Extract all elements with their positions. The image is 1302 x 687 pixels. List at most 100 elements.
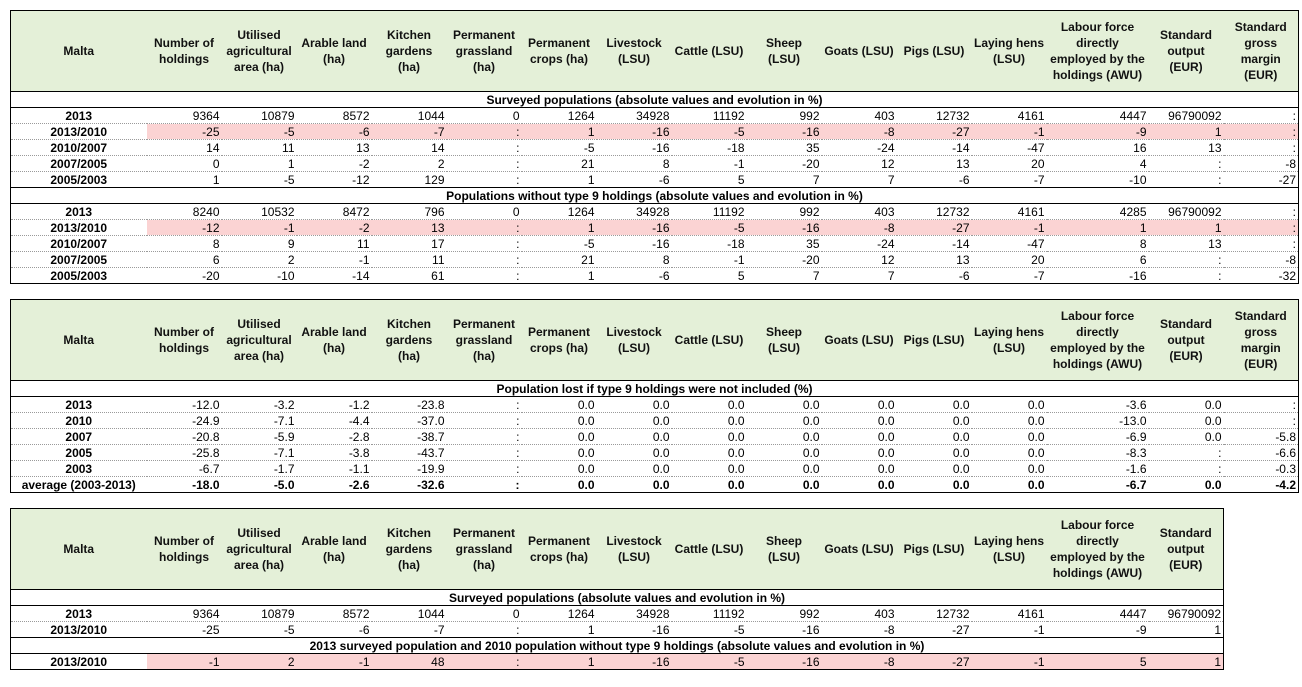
cell-arable-land: -2: [296, 155, 372, 172]
row-label: 2013/2010: [10, 219, 147, 236]
cell-standard-output: 1: [1148, 653, 1224, 670]
row-label: average (2003-2013): [10, 476, 147, 493]
cell-permanent-grassland: 0: [446, 107, 522, 124]
cell-permanent-crops: 1: [521, 621, 597, 638]
country-header: Malta: [10, 299, 147, 381]
cell-permanent-crops: 1: [521, 267, 597, 284]
cell-arable-land: 11: [296, 235, 372, 252]
cell-utilised-agricultural-area: 2: [221, 251, 297, 268]
cell-number-of-holdings: 0: [146, 155, 222, 172]
cell-kitchen-gardens: 796: [371, 203, 447, 220]
section-title: Populations without type 9 holdings (abs…: [10, 187, 1299, 204]
cell-arable-land: -2: [296, 219, 372, 236]
cell-number-of-holdings: -25: [146, 621, 222, 638]
cell-laying-hens: -47: [971, 139, 1047, 156]
cell-laying-hens: 0.0: [971, 460, 1047, 477]
cell-number-of-holdings: -25.8: [146, 444, 222, 461]
cell-pigs: 12732: [896, 203, 972, 220]
table-row: 2010/2007 14 11 13 14: -5 -16 -18 35 -24 -14 -47 16 1…: [10, 139, 1299, 156]
cell-number-of-holdings: -1: [146, 653, 222, 670]
cell-permanent-crops: 21: [521, 155, 597, 172]
cell-cattle: 0.0: [671, 428, 747, 445]
cell-arable-land: -6: [296, 123, 372, 140]
cell-livestock: 0.0: [596, 412, 672, 429]
cell-cattle: -5: [671, 621, 747, 638]
cell-pigs: 13: [896, 251, 972, 268]
cell-permanent-grassland: :: [446, 476, 522, 493]
cell-goats: -8: [821, 653, 897, 670]
cell-labour-force-directly-employed-by-the-holdings: 5: [1046, 653, 1149, 670]
cell-labour-force-directly-employed-by-the-holdings: 16: [1046, 139, 1149, 156]
cell-livestock: 34928: [596, 203, 672, 220]
cell-livestock: -6: [596, 171, 672, 188]
cell-labour-force-directly-employed-by-the-holdings: -1.6: [1046, 460, 1149, 477]
cell-standard-output: 96790092: [1148, 203, 1224, 220]
column-header-pigs: Pigs (LSU): [896, 10, 972, 92]
table-row: 2007/2005 6 2 -1 11:21 8 -1 -20 12 13 20 6: -8: [10, 251, 1299, 268]
cell-kitchen-gardens: -23.8: [371, 396, 447, 413]
cell-labour-force-directly-employed-by-the-holdings: 4285: [1046, 203, 1149, 220]
cell-standard-output: :: [1148, 155, 1224, 172]
table-row: 2013/2010 -1 2 -1 48:1 -16 -5 -16 -8 -27 -1 5 1: [10, 653, 1224, 670]
cell-laying-hens: 4161: [971, 203, 1047, 220]
cell-utilised-agricultural-area: -5: [221, 123, 297, 140]
column-header-sheep: Sheep (LSU): [746, 299, 822, 381]
cell-laying-hens: 0.0: [971, 428, 1047, 445]
row-label: 2013/2010: [10, 653, 147, 670]
table-row: 2013/2010 -12 -1 -2 13:1 -16 -5 -16 -8 -27 -1 1 1:: [10, 219, 1299, 236]
column-header-standard-gross-margin: Standard gross margin (EUR): [1223, 10, 1299, 92]
cell-goats: 403: [821, 203, 897, 220]
cell-kitchen-gardens: 14: [371, 139, 447, 156]
column-header-standard-gross-margin: Standard gross margin (EUR): [1223, 299, 1299, 381]
column-header-number-of-holdings: Number of holdings: [146, 508, 222, 590]
cell-kitchen-gardens: 1044: [371, 107, 447, 124]
cell-kitchen-gardens: -38.7: [371, 428, 447, 445]
cell-kitchen-gardens: 61: [371, 267, 447, 284]
cell-goats: -24: [821, 235, 897, 252]
cell-permanent-grassland: :: [446, 444, 522, 461]
cell-standard-output: 13: [1148, 139, 1224, 156]
cell-permanent-crops: 0.0: [521, 444, 597, 461]
cell-arable-land: -14: [296, 267, 372, 284]
cell-kitchen-gardens: -43.7: [371, 444, 447, 461]
cell-arable-land: -12: [296, 171, 372, 188]
cell-cattle: -5: [671, 123, 747, 140]
cell-standard-output: 1: [1148, 219, 1224, 236]
header-row: Malta Number of holdings Utilised agricult…: [10, 508, 1224, 590]
cell-utilised-agricultural-area: -7.1: [221, 444, 297, 461]
cell-permanent-grassland: 0: [446, 605, 522, 622]
cell-number-of-holdings: -25: [146, 123, 222, 140]
cell-number-of-holdings: 9364: [146, 107, 222, 124]
cell-pigs: -27: [896, 653, 972, 670]
column-header-standard-output: Standard output (EUR): [1148, 508, 1224, 590]
table-row: 2005 -25.8 -7.1 -3.8 -43.7:0.0 0.0 0.0 0.0 0.0 0.…: [10, 444, 1299, 461]
table-row: 2013 8240 10532 8472 796 0 1264 34928 11192 992 40…: [10, 203, 1299, 220]
cell-standard-output: 96790092: [1148, 107, 1224, 124]
country-header: Malta: [10, 10, 147, 92]
data-table-2: Malta Number of holdings Utilised agricult…: [10, 299, 1299, 493]
cell-permanent-crops: 0.0: [521, 412, 597, 429]
cell-goats: 0.0: [821, 412, 897, 429]
row-label: 2013: [10, 203, 147, 220]
cell-sheep: 0.0: [746, 412, 822, 429]
column-header-pigs: Pigs (LSU): [896, 299, 972, 381]
cell-arable-land: -1.2: [296, 396, 372, 413]
column-header-cattle: Cattle (LSU): [671, 508, 747, 590]
cell-standard-gross-margin: :: [1223, 235, 1299, 252]
cell-cattle: -1: [671, 155, 747, 172]
table-row: 2013 9364 10879 8572 1044 0 1264 34928 11192 992 4…: [10, 605, 1224, 622]
column-header-arable-land: Arable land (ha): [296, 299, 372, 381]
cell-livestock: 0.0: [596, 476, 672, 493]
cell-number-of-holdings: -6.7: [146, 460, 222, 477]
cell-sheep: 992: [746, 107, 822, 124]
table-row: 2013 -12.0 -3.2 -1.2 -23.8:0.0 0.0 0.0 0.0 0.0 0.…: [10, 396, 1299, 413]
cell-arable-land: -4.4: [296, 412, 372, 429]
cell-utilised-agricultural-area: -7.1: [221, 412, 297, 429]
cell-number-of-holdings: -20: [146, 267, 222, 284]
cell-labour-force-directly-employed-by-the-holdings: -3.6: [1046, 396, 1149, 413]
cell-permanent-grassland: :: [446, 412, 522, 429]
cell-number-of-holdings: -24.9: [146, 412, 222, 429]
column-header-goats: Goats (LSU): [821, 508, 897, 590]
cell-permanent-crops: 1: [521, 171, 597, 188]
cell-arable-land: -2.6: [296, 476, 372, 493]
